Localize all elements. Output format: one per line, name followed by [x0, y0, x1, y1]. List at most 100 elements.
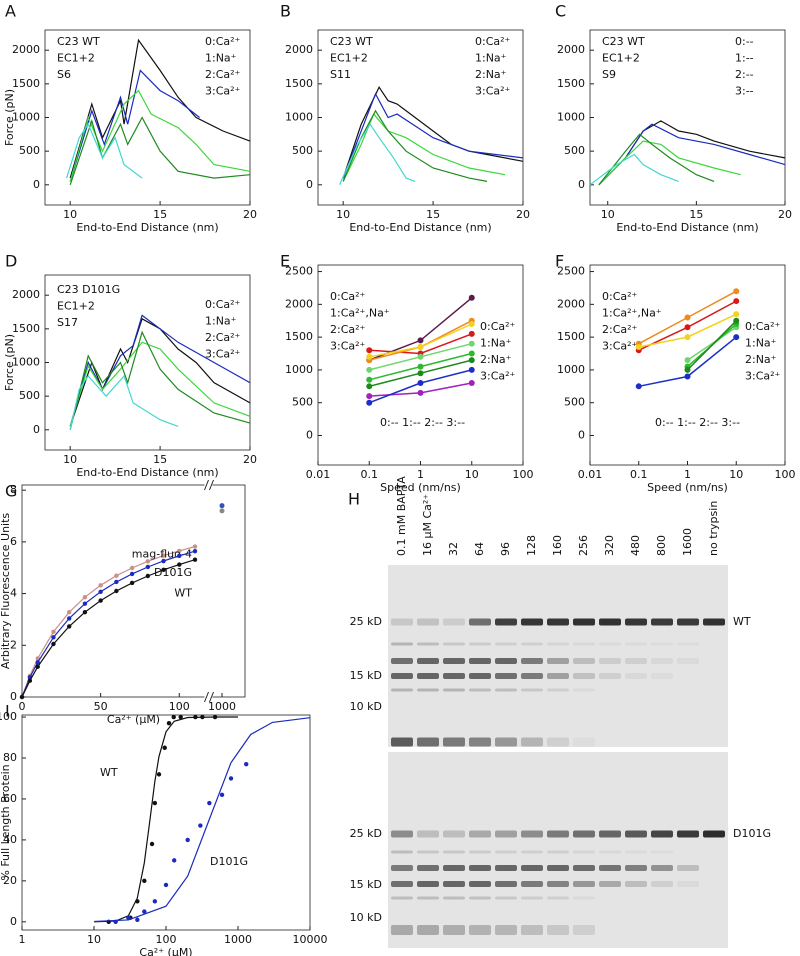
series-line [342, 109, 488, 182]
lane-label: 320 [603, 535, 616, 556]
gel-band [651, 673, 673, 679]
x-tick-label: 10 [465, 468, 479, 481]
data-point [468, 321, 475, 328]
gel-band [521, 688, 543, 692]
y-tick-label: 0 [578, 178, 585, 191]
gel-band [495, 688, 517, 692]
x-tick-label: 1 [19, 933, 26, 946]
data-point [162, 745, 167, 750]
gel-band [469, 688, 491, 692]
panel-letter: F [555, 252, 564, 271]
data-point [417, 370, 424, 377]
y-tick-label: 2000 [557, 297, 585, 310]
y-tick-label: 0 [306, 428, 313, 441]
axis-break-gap [204, 483, 213, 487]
x-tick-label: 10000 [293, 933, 328, 946]
gel-band [469, 925, 491, 935]
data-point [468, 357, 475, 364]
y-tick-label: 1000 [557, 363, 585, 376]
data-point [684, 373, 691, 380]
data-point [35, 660, 40, 665]
y-tick-label: 0 [33, 178, 40, 191]
annotation: 0:Ca²⁺ [480, 320, 516, 333]
annotation: 1:Na⁺ [205, 315, 237, 328]
data-point [177, 562, 182, 567]
lane-label: 32 [447, 542, 460, 556]
gel-band [599, 865, 621, 871]
marker-label: 25 kD [350, 615, 382, 628]
gel-band [417, 658, 439, 664]
data-point [684, 314, 691, 321]
annotation: 0:Ca²⁺ [475, 35, 511, 48]
annotation: 2:Na⁺ [745, 353, 777, 366]
gel-band [573, 881, 595, 887]
gel-band [391, 850, 413, 854]
gel-band [573, 673, 595, 679]
marker-label: 15 kD [350, 878, 382, 891]
data-point [192, 548, 198, 554]
gel-band [417, 688, 439, 692]
y-axis-label: Arbitrary Fluorescence Units [0, 513, 12, 670]
gel-band [521, 673, 543, 679]
data-point [684, 324, 691, 331]
data-point [366, 399, 373, 406]
y-tick-label: 2000 [285, 43, 313, 56]
series-line [342, 92, 524, 179]
panel-letter: C [555, 2, 566, 21]
annotation: S6 [57, 68, 71, 81]
gel-band [547, 673, 569, 679]
gel-band [599, 673, 621, 679]
gel-band [547, 896, 569, 900]
annotation: C23 D101G [57, 283, 120, 296]
x-tick-label: 0 [19, 700, 26, 713]
gel-band [599, 830, 621, 838]
annotation: 3:-- [735, 85, 754, 98]
data-point [27, 678, 33, 683]
data-point [417, 363, 424, 370]
series-line [687, 326, 737, 361]
data-point [51, 629, 56, 635]
gel-band [443, 865, 465, 871]
data-point [366, 353, 373, 360]
gel-band [495, 881, 517, 887]
gel-band [573, 688, 595, 692]
gel-band [495, 618, 517, 626]
y-tick-label: 20 [3, 874, 17, 887]
y-tick-label: 6 [10, 535, 17, 548]
lane-label: 16 µM Ca²⁺ [421, 494, 434, 556]
x-tick-label: 0.1 [361, 468, 379, 481]
annotation: 2:Na⁺ [475, 68, 507, 81]
x-axis-label: Ca²⁺ (µM) [139, 946, 192, 956]
gel-band [521, 642, 543, 646]
y-tick-label: 2000 [12, 43, 40, 56]
y-tick-label: 500 [564, 396, 585, 409]
data-point [468, 380, 475, 387]
data-point [142, 878, 147, 884]
data-point [733, 288, 740, 295]
gel-band [469, 618, 491, 626]
series-line [69, 374, 179, 430]
y-tick-label: 2 [10, 638, 17, 651]
annotation: 0:Ca²⁺ [602, 290, 638, 303]
series-line [342, 112, 506, 182]
data-point [142, 909, 147, 914]
data-point [51, 635, 56, 640]
y-tick-label: 60 [3, 792, 17, 805]
data-point [366, 366, 373, 373]
series-line [69, 38, 251, 179]
gel-band [651, 850, 673, 854]
lane-label: 128 [525, 535, 538, 556]
panel-letter: G [5, 482, 17, 501]
x-axis-label: End-to-End Distance (nm) [349, 221, 491, 234]
y-tick-label: 1500 [557, 77, 585, 90]
data-point [82, 610, 88, 615]
annotation: 0:Ca²⁺ [205, 35, 241, 48]
gel-band [703, 618, 725, 626]
axis-break-mark [209, 479, 214, 491]
y-tick-label: 8 [10, 483, 17, 496]
gel-band [417, 865, 439, 871]
annotation: 0:-- 1:-- 2:-- 3:-- [655, 416, 740, 429]
annotation: C23 WT [602, 35, 645, 48]
y-tick-label: 1000 [12, 111, 40, 124]
gel-band [573, 658, 595, 664]
